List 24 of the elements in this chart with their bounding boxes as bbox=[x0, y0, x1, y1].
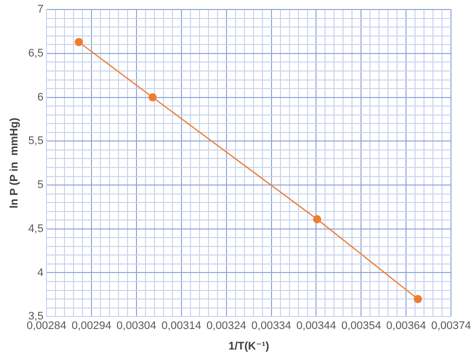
x-tick-label: 0,00324 bbox=[206, 320, 246, 332]
y-tick-label: 6,5 bbox=[28, 47, 44, 60]
y-axis-title: ln P (P in mmHg) bbox=[8, 117, 21, 208]
y-tick-label: 5,5 bbox=[28, 135, 44, 148]
y-tick-label: 6 bbox=[37, 91, 44, 104]
point bbox=[74, 38, 83, 46]
x-tick-label: 0,00374 bbox=[431, 320, 471, 332]
x-tick-label: 0,00354 bbox=[341, 320, 382, 332]
y-tick-label: 4,5 bbox=[28, 222, 44, 235]
point bbox=[414, 294, 422, 304]
point bbox=[148, 93, 157, 102]
x-tick-label: 0,00314 bbox=[161, 320, 202, 332]
point bbox=[313, 215, 322, 224]
x-tick-label: 0,00334 bbox=[251, 320, 292, 332]
y-tick-label: 5 bbox=[37, 179, 44, 192]
x-axis-title: 1/T(K⁻¹) bbox=[228, 340, 270, 352]
y-tick-label: 3,5 bbox=[28, 310, 44, 323]
x-tick-label: 0,00344 bbox=[296, 320, 336, 332]
y-tick-label: 4 bbox=[37, 266, 44, 279]
x-tick-label: 0,00364 bbox=[386, 320, 426, 332]
x-tick-label: 0,00284 bbox=[26, 320, 66, 332]
y-tick-label: 7 bbox=[37, 4, 44, 16]
x-tick-label: 0,00304 bbox=[116, 320, 156, 332]
x-tick-label: 0,00294 bbox=[72, 320, 112, 332]
